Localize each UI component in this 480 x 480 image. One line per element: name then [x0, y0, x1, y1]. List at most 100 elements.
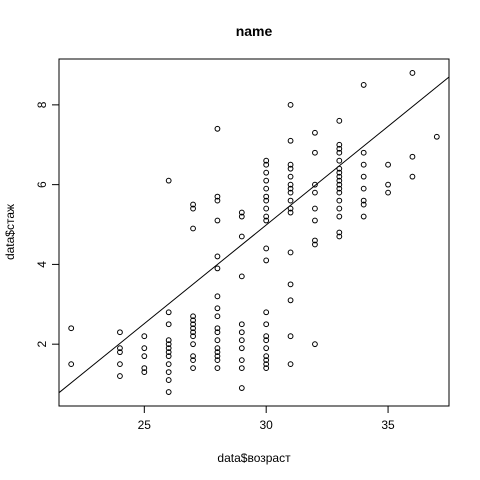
data-point	[190, 333, 196, 340]
data-point	[263, 345, 270, 352]
data-point	[287, 333, 294, 340]
data-point	[165, 369, 172, 375]
data-point	[336, 205, 343, 212]
data-point	[336, 169, 343, 176]
data-point	[336, 233, 343, 240]
data-point	[214, 329, 221, 336]
data-point	[214, 193, 221, 200]
data-point	[190, 225, 196, 232]
data-point	[409, 70, 416, 76]
data-point	[238, 213, 245, 220]
data-point	[238, 365, 245, 372]
data-point	[409, 173, 416, 180]
data-point	[141, 353, 148, 360]
data-point	[263, 321, 270, 328]
data-point	[336, 213, 343, 220]
data-point	[190, 357, 196, 364]
data-point	[190, 341, 196, 348]
data-point	[263, 169, 270, 176]
y-axis-label: data$стаж	[3, 204, 17, 260]
data-point	[214, 305, 221, 312]
data-point	[360, 173, 367, 180]
data-point	[238, 233, 245, 240]
plot-frame	[58, 58, 450, 407]
data-point	[312, 341, 318, 348]
x-tick-label: 25	[138, 418, 152, 432]
data-point	[336, 157, 343, 164]
x-tick-label: 30	[260, 418, 274, 432]
data-point	[141, 333, 148, 340]
data-point	[287, 297, 294, 304]
data-point	[214, 313, 221, 320]
data-point	[165, 337, 172, 344]
data-point	[263, 161, 270, 168]
data-point	[263, 193, 270, 200]
data-point	[165, 341, 172, 348]
data-point	[238, 345, 245, 352]
data-point	[117, 349, 123, 356]
data-point	[214, 337, 221, 344]
data-point	[165, 177, 172, 184]
data-point	[312, 149, 318, 156]
regression-line	[58, 76, 450, 394]
data-point	[141, 365, 148, 372]
data-point	[312, 217, 318, 224]
data-point	[336, 197, 343, 204]
data-point	[214, 353, 221, 360]
data-point	[165, 321, 172, 328]
data-point	[360, 201, 367, 208]
data-point	[433, 133, 440, 140]
data-point	[68, 361, 75, 368]
data-point	[360, 149, 367, 156]
data-point	[336, 145, 343, 152]
data-point	[68, 325, 75, 332]
data-point	[238, 329, 245, 336]
data-point	[117, 373, 123, 379]
data-point	[287, 185, 294, 192]
data-points	[68, 70, 440, 395]
data-point	[263, 353, 270, 360]
data-point	[287, 165, 294, 172]
data-point	[360, 197, 367, 204]
data-point	[336, 181, 343, 188]
data-point	[165, 389, 172, 395]
x-tick-label: 35	[381, 418, 395, 432]
data-point	[360, 185, 367, 192]
data-point	[214, 325, 221, 332]
data-point	[141, 345, 148, 352]
data-point	[312, 237, 318, 244]
y-tick-label: 2	[35, 341, 49, 348]
data-point	[117, 361, 123, 368]
data-point	[190, 321, 196, 328]
data-point	[238, 385, 245, 391]
data-point	[287, 181, 294, 188]
data-point	[287, 197, 294, 204]
y-tick-label: 6	[35, 181, 49, 188]
data-point	[263, 213, 270, 220]
data-point	[263, 245, 270, 252]
data-point	[263, 157, 270, 164]
data-point	[214, 125, 221, 132]
x-axis-label: data$возраст	[217, 451, 291, 465]
data-point	[336, 185, 343, 192]
data-point	[312, 205, 318, 212]
data-point	[214, 349, 221, 356]
data-point	[287, 137, 294, 144]
data-point	[263, 357, 270, 364]
data-point	[336, 141, 343, 148]
data-point	[263, 361, 270, 368]
data-point	[238, 321, 245, 328]
data-point	[238, 209, 245, 216]
data-point	[312, 129, 318, 136]
data-point	[263, 309, 270, 316]
data-point	[238, 337, 245, 344]
data-point	[214, 357, 221, 364]
data-point	[214, 217, 221, 224]
data-point	[287, 189, 294, 196]
data-point	[287, 161, 294, 168]
data-point	[214, 253, 221, 260]
data-point	[214, 265, 221, 272]
y-tick-label: 4	[35, 261, 49, 268]
data-point	[385, 189, 391, 196]
data-point	[165, 353, 172, 360]
